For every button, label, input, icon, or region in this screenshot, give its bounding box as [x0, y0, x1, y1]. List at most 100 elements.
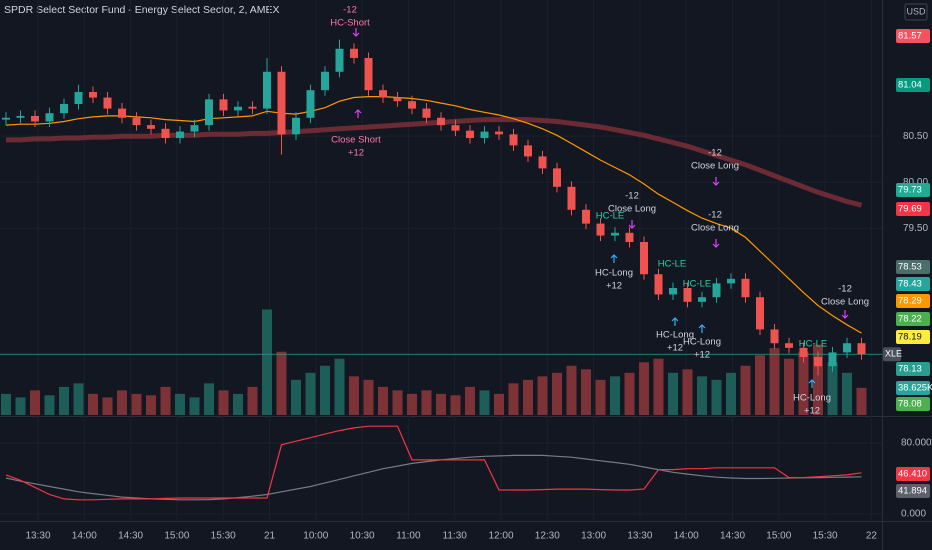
x-tick-label: 22 [866, 531, 878, 542]
candle-body [727, 278, 735, 284]
candle-body [219, 99, 228, 111]
candle [582, 204, 590, 230]
candle-body [509, 134, 518, 146]
candle [524, 139, 532, 162]
volume-bar [769, 348, 780, 415]
candle [727, 273, 735, 289]
candle [437, 112, 445, 131]
candle [292, 112, 300, 140]
volume-bar [566, 365, 577, 415]
price-label-box [896, 381, 930, 395]
volume-bar [44, 395, 55, 415]
price-label: 78.22 [898, 314, 922, 325]
candle-body [785, 343, 793, 348]
candle-body [321, 71, 329, 91]
signal-arrowhead [354, 109, 362, 114]
volume-bar [639, 362, 649, 415]
candle-body [393, 97, 402, 102]
candle-body [2, 117, 10, 120]
x-tick-label: 13:30 [627, 531, 652, 542]
signal-label: HC-Long [656, 330, 694, 341]
volume-bar [856, 387, 867, 415]
candle [89, 86, 97, 104]
moving-average [6, 117, 863, 208]
signal-label: +12 [804, 406, 820, 417]
volume-bar [291, 379, 301, 415]
candle [103, 92, 112, 115]
candle [422, 103, 431, 124]
candle [132, 112, 141, 131]
volume-bar [479, 390, 490, 415]
candle [611, 227, 619, 242]
candle [364, 52, 373, 96]
volume-bar [784, 358, 794, 415]
currency: USD [906, 6, 926, 16]
candle [234, 101, 242, 116]
volume-bar [682, 369, 693, 415]
candle-body [16, 115, 25, 118]
x-tick-label: 14:30 [720, 531, 745, 542]
price-label: 81.04 [898, 80, 922, 91]
x-tick-label: 12:30 [535, 531, 560, 542]
volume-bar [740, 365, 751, 415]
candle-body [190, 125, 199, 132]
candle [843, 337, 851, 358]
price-label: 78.53 [898, 262, 922, 273]
price-label-box [896, 202, 930, 216]
signal-label: Close Long [691, 161, 739, 172]
candle [45, 107, 54, 127]
signal-label: HC-Long [595, 268, 633, 279]
volume-bar [726, 372, 736, 415]
volume-bar [59, 386, 69, 415]
x-tick-label: 10:30 [350, 531, 375, 542]
price-label-box [896, 484, 930, 498]
volume-bar [755, 355, 765, 415]
candle [205, 93, 213, 131]
candle [857, 337, 866, 360]
currency-box[interactable] [904, 3, 928, 21]
candle [277, 66, 286, 155]
price-label: 38.625K [898, 383, 932, 394]
volume-bar [711, 379, 722, 415]
candle-body [698, 297, 706, 302]
signal-label: -12 [625, 191, 639, 202]
candle-body [495, 131, 503, 135]
candle [321, 66, 329, 96]
x-tick-label: 12:00 [488, 531, 513, 542]
signal-label: Close Long [608, 204, 656, 215]
volume-bar [465, 386, 475, 415]
price-label: 78.08 [898, 399, 922, 410]
candle-body [234, 106, 242, 111]
volume-bar [88, 393, 98, 415]
candle-body [756, 297, 764, 330]
candle-body [654, 274, 663, 295]
candle [190, 119, 199, 138]
candle [553, 162, 561, 193]
volume-bar [595, 379, 606, 415]
candle-body [770, 329, 779, 344]
volume-bar [842, 372, 852, 415]
volume-bar [697, 376, 707, 415]
candle [567, 181, 576, 216]
oscillator-line [5, 425, 862, 501]
price-label: 79.69 [898, 204, 922, 215]
volume-bar [146, 395, 156, 415]
candle [828, 346, 837, 372]
candle-body [814, 357, 822, 367]
candle-body [292, 117, 300, 135]
volume-bar [15, 397, 26, 415]
candle [466, 125, 474, 144]
candle [669, 282, 677, 300]
volume-bar [305, 372, 316, 415]
candle [16, 110, 25, 124]
signal-label: HC-Short [330, 18, 370, 29]
candle-body [596, 223, 605, 236]
candle-body [640, 242, 648, 275]
candle [509, 128, 518, 151]
candle-body [712, 283, 721, 298]
volume-bar [813, 344, 823, 415]
x-tick-label: 13:30 [25, 531, 50, 542]
price-label-box [896, 312, 930, 326]
candle-body [277, 71, 286, 135]
